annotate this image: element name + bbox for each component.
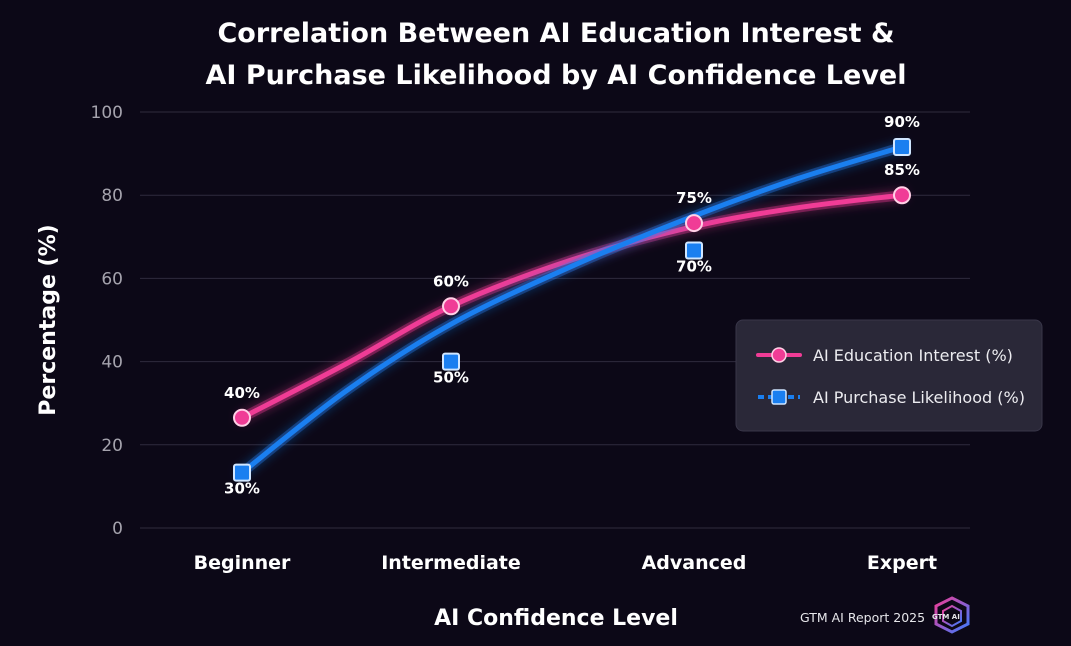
- x-tick-advanced: Advanced: [642, 552, 747, 574]
- y-tick-0: 0: [112, 519, 123, 539]
- data-label-layer: 40% 60% 75% 85% 30% 50% 70% 90%: [224, 113, 920, 498]
- x-tick-beginner: Beginner: [194, 552, 291, 574]
- y-tick-100: 100: [91, 103, 123, 123]
- data-label-education-intermediate: 60%: [433, 272, 469, 290]
- legend-marker-education: [771, 347, 787, 363]
- series-layer: [237, 141, 907, 478]
- data-label-education-beginner: 40%: [224, 384, 260, 402]
- marker-education-intermediate: [442, 297, 460, 316]
- report-label: GTM AI Report 2025: [800, 610, 925, 625]
- marker-purchase-advanced: [685, 241, 703, 260]
- x-tick-intermediate: Intermediate: [381, 552, 521, 574]
- legend-label-purchase: AI Purchase Likelihood (%): [813, 388, 1025, 407]
- x-tick-labels: Beginner Intermediate Advanced Expert: [194, 552, 937, 574]
- logo-hexagon-icon: [934, 596, 970, 634]
- chart-title-line-1: Correlation Between AI Education Interes…: [217, 18, 894, 49]
- data-label-purchase-advanced: 70%: [676, 258, 712, 276]
- y-tick-80: 80: [101, 186, 123, 206]
- y-tick-20: 20: [101, 436, 123, 456]
- marker-education-expert: [893, 186, 911, 205]
- y-tick-labels: 0 20 40 60 80 100: [91, 103, 123, 539]
- data-label-purchase-expert: 90%: [884, 113, 920, 131]
- data-label-purchase-intermediate: 50%: [433, 369, 469, 387]
- chart-title-line-2: AI Purchase Likelihood by AI Confidence …: [206, 60, 907, 91]
- gtm-ai-logo: GTM AI: [932, 596, 970, 634]
- y-tick-60: 60: [101, 269, 123, 289]
- marker-purchase-expert: [893, 137, 911, 156]
- data-label-purchase-beginner: 30%: [224, 480, 260, 498]
- legend: AI Education Interest (%) AI Purchase Li…: [735, 319, 1043, 432]
- y-tick-40: 40: [101, 353, 123, 373]
- legend-marker-purchase: [771, 389, 787, 405]
- marker-education-beginner: [233, 408, 251, 427]
- logo-text: GTM AI: [932, 613, 960, 621]
- marker-education-advanced: [685, 214, 703, 233]
- x-axis-label: AI Confidence Level: [434, 606, 678, 631]
- marker-purchase-beginner: [233, 463, 251, 482]
- series-line-education: [239, 192, 905, 421]
- marker-layer: [233, 137, 911, 482]
- y-axis-label: Percentage (%): [36, 224, 61, 415]
- x-tick-expert: Expert: [867, 552, 937, 574]
- data-label-education-advanced: 75%: [676, 189, 712, 207]
- legend-box: [735, 319, 1043, 432]
- logo-inner-hexagon-icon: [942, 604, 962, 628]
- marker-purchase-intermediate: [442, 352, 460, 371]
- series-line-purchase: [239, 144, 905, 476]
- legend-label-education: AI Education Interest (%): [813, 346, 1013, 365]
- data-label-education-expert: 85%: [884, 161, 920, 179]
